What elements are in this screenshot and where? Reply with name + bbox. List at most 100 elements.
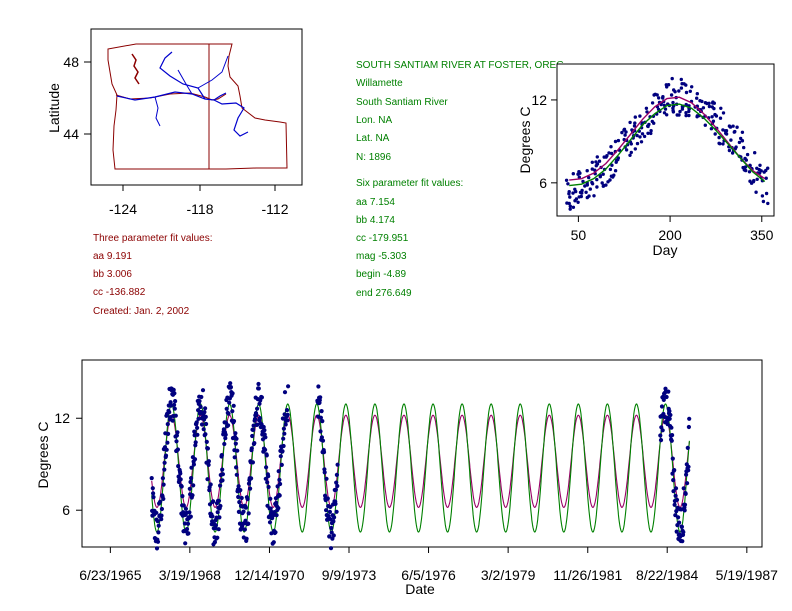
station-lat: Lat. NA bbox=[356, 133, 390, 144]
doy-observed-point bbox=[639, 140, 644, 144]
ts-observed-point bbox=[319, 409, 324, 414]
doy-observed-point bbox=[713, 132, 717, 136]
map-ylabel: Latitude bbox=[46, 83, 62, 133]
doy-observed-point bbox=[740, 139, 745, 143]
ts-observed-point bbox=[328, 504, 333, 509]
ts-observed-point bbox=[173, 399, 178, 404]
ts-observed-point bbox=[202, 410, 207, 415]
doy-observed-point bbox=[601, 172, 605, 176]
day-of-year-chart: 50 200 350 6 12 Day Degrees C bbox=[517, 63, 775, 258]
ts-observed-point bbox=[215, 535, 220, 540]
three-param-block: Three parameter fit values: aa 9.191 bb … bbox=[93, 233, 213, 317]
doy-observed-point bbox=[620, 130, 624, 135]
ts-observed-point bbox=[239, 495, 244, 501]
ts-xtick-label: 11/26/1981 bbox=[553, 567, 622, 583]
ts-observed-point bbox=[266, 474, 271, 479]
doy-observed-point bbox=[613, 139, 618, 144]
ts-observed-point bbox=[659, 404, 665, 409]
station-lon: Lon. NA bbox=[356, 115, 392, 126]
ts-observed-point bbox=[160, 476, 165, 481]
doy-observed-point bbox=[609, 174, 614, 178]
ts-observed-point bbox=[216, 498, 222, 503]
ts-observed-point bbox=[261, 424, 266, 430]
ts-observed-point bbox=[205, 477, 210, 482]
doy-observed-point bbox=[733, 129, 737, 134]
doy-observed-point bbox=[600, 181, 604, 185]
ts-ylabel: Degrees C bbox=[35, 422, 51, 489]
ts-observed-point bbox=[198, 409, 203, 415]
doy-observed-point bbox=[578, 171, 582, 175]
ts-observed-point bbox=[220, 478, 225, 483]
doy-observed-point bbox=[753, 151, 757, 155]
doy-ytick-label: 6 bbox=[539, 175, 547, 191]
ts-observed-point bbox=[149, 476, 154, 481]
ts-observed-point bbox=[185, 521, 191, 526]
ts-observed-point bbox=[250, 460, 255, 465]
doy-observed-point bbox=[687, 109, 691, 114]
ts-observed-point bbox=[181, 503, 186, 508]
doy-observed-point bbox=[665, 113, 669, 117]
ts-observed-point bbox=[267, 520, 273, 525]
doy-observed-point bbox=[740, 130, 745, 134]
ts-observed-point bbox=[203, 432, 208, 437]
doy-observed-point bbox=[616, 138, 621, 143]
ts-observed-point bbox=[174, 439, 179, 444]
ts-observed-point bbox=[241, 509, 246, 514]
ts-observed-point bbox=[223, 436, 228, 441]
ts-observed-point bbox=[246, 511, 251, 516]
ts-observed-point bbox=[666, 389, 671, 394]
ts-observed-point bbox=[150, 486, 155, 491]
ts-observed-point bbox=[282, 390, 288, 395]
doy-observed-point bbox=[687, 113, 691, 118]
ts-observed-point bbox=[192, 429, 197, 434]
doy-observed-point bbox=[624, 130, 628, 134]
ts-observed-point bbox=[155, 519, 160, 524]
doy-observed-point bbox=[719, 106, 723, 111]
ts-observed-point bbox=[203, 414, 208, 419]
ts-observed-point bbox=[319, 435, 324, 440]
ts-observed-point bbox=[206, 459, 211, 464]
doy-observed-point bbox=[695, 115, 699, 119]
ts-observed-point bbox=[213, 523, 218, 528]
ts-observed-point bbox=[164, 447, 169, 452]
doy-observed-point bbox=[567, 192, 571, 196]
three-param-cc: cc -136.882 bbox=[93, 287, 146, 298]
ts-observed-point bbox=[329, 530, 334, 535]
doy-xtick-label: 200 bbox=[658, 227, 682, 243]
doy-observed-point bbox=[567, 201, 571, 206]
ts-observed-point bbox=[196, 416, 201, 421]
doy-observed-point bbox=[758, 163, 762, 167]
ts-observed-point bbox=[224, 406, 229, 411]
doy-observed-point bbox=[568, 204, 572, 208]
ts-observed-point bbox=[151, 491, 156, 496]
ts-observed-point bbox=[328, 546, 334, 551]
ts-observed-point bbox=[335, 462, 340, 467]
ts-observed-point bbox=[243, 518, 248, 523]
doy-observed-point bbox=[721, 142, 725, 146]
doy-observed-point bbox=[616, 156, 620, 160]
ts-observed-point bbox=[671, 478, 676, 483]
time-series-chart: 6/23/1965 3/19/1968 12/14/1970 9/9/1973 6/5/… bbox=[35, 359, 778, 597]
yakima-river bbox=[177, 69, 193, 95]
ts-observed-point bbox=[155, 539, 161, 544]
ts-observed-point bbox=[236, 484, 241, 489]
doy-observed-point bbox=[710, 115, 714, 119]
three-param-title: Three parameter fit values: bbox=[93, 233, 213, 244]
doy-observed-point bbox=[669, 93, 674, 97]
ts-observed-point bbox=[677, 520, 682, 525]
ts-observed-point bbox=[234, 472, 239, 477]
doy-plot-frame bbox=[556, 63, 775, 217]
ts-observed-point bbox=[208, 482, 213, 487]
doy-observed-point bbox=[595, 155, 599, 159]
doy-observed-point bbox=[684, 111, 688, 115]
ts-observed-point bbox=[220, 472, 225, 477]
doy-observed-point bbox=[731, 124, 735, 128]
ts-observed-point bbox=[277, 493, 282, 498]
ts-observed-point bbox=[327, 534, 332, 539]
doy-observed-point bbox=[564, 178, 569, 182]
doy-observed-point bbox=[711, 119, 716, 123]
doy-observed-point bbox=[709, 127, 714, 131]
ts-observed-point bbox=[680, 539, 685, 544]
ts-observed-point bbox=[325, 496, 330, 501]
ts-observed-point bbox=[668, 412, 673, 418]
